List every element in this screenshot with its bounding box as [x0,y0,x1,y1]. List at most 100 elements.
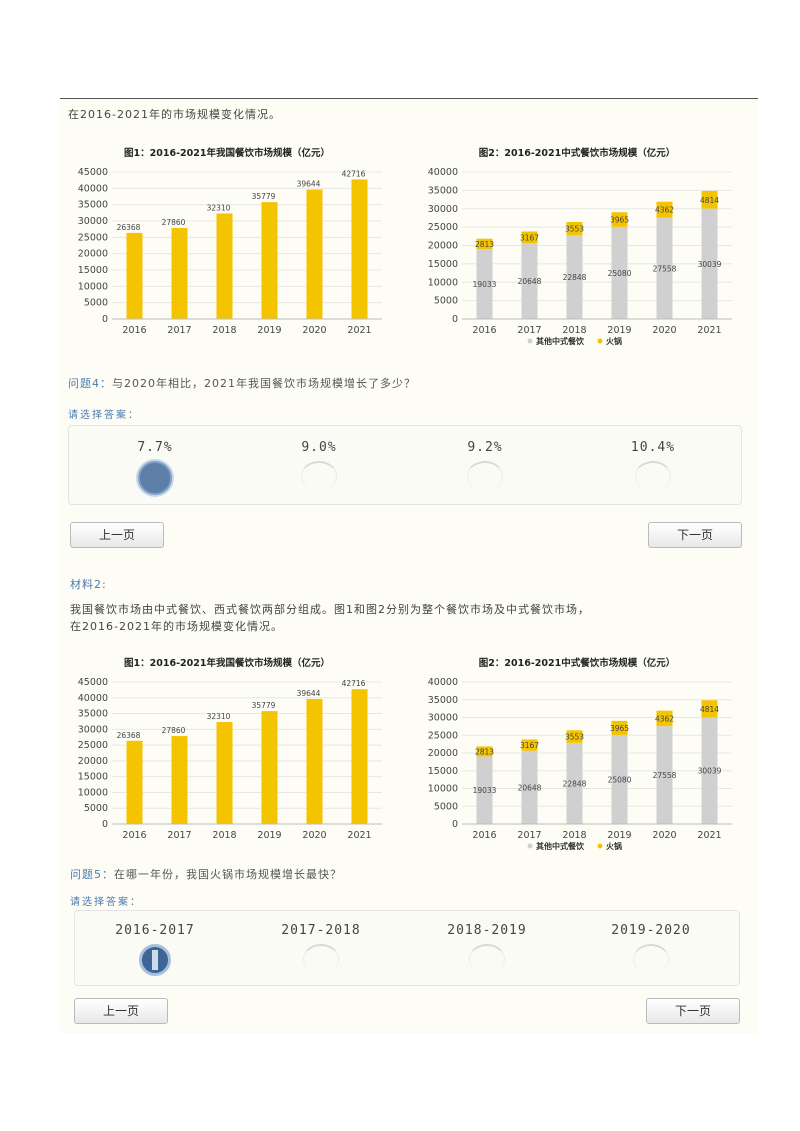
bar-hotpot [611,720,628,735]
x-tick-label: 2021 [347,325,371,336]
y-tick-label: 20000 [78,249,108,260]
bar-hotpot [521,739,538,751]
question-4: 问题4：与2020年相比，2021年我国餐饮市场规模增长了多少？ [68,375,416,391]
next-page-button[interactable]: 下一页 [648,522,742,548]
x-tick-label: 2018 [562,830,586,841]
x-tick-label: 2019 [257,830,281,841]
data-label: 25080 [608,775,632,784]
data-label: 42716 [342,679,366,688]
legend-swatch [597,338,603,344]
chart-1-top: 图1：2016-2021年我国餐饮市场规模（亿元） 0 5000 10000 15000… [62,140,392,349]
y-tick-label: 30000 [78,724,108,735]
data-label: 3965 [610,216,629,225]
data-label: 26368 [117,223,141,232]
data-label: 27558 [653,264,677,273]
data-label: 27860 [162,218,186,227]
bar [171,736,188,824]
radio-unselected[interactable] [635,461,671,491]
material-label-text: 材料2: [70,578,107,591]
radio-unselected[interactable] [469,944,505,974]
x-tick-label: 2019 [607,830,631,841]
radio-selected[interactable] [138,461,172,495]
question-text: 在哪一年份，我国火锅市场规模增长最快？ [114,868,342,881]
y-tick-label: 0 [452,314,458,325]
y-tick-label: 25000 [78,232,108,243]
legend-label: 其他中式餐饮 [536,336,585,345]
answer-options: 7.7% 9.0% 9.2% 10.4% [68,425,742,505]
bar-other [566,235,583,319]
option-4[interactable]: 10.4% [593,440,713,491]
option-label: 2018-2019 [447,923,527,938]
bar [216,722,233,824]
data-label: 3553 [565,733,584,742]
y-tick-label: 0 [102,819,108,830]
data-label: 4362 [655,206,674,215]
option-1[interactable]: 2016-2017 [95,923,215,976]
bar-hotpot [701,700,718,718]
data-label: 22848 [563,273,587,282]
option-2[interactable]: 9.0% [259,440,379,491]
x-tick-label: 2019 [607,325,631,336]
x-tick-label: 2018 [212,830,236,841]
data-label: 39644 [297,689,321,698]
option-label: 7.7% [137,440,173,455]
x-tick-label: 2021 [347,830,371,841]
option-3[interactable]: 9.2% [425,440,545,491]
y-tick-label: 25000 [78,740,108,751]
data-label: 3167 [520,233,539,242]
question-label: 问题4： [68,377,112,390]
choose-answer-label: 请选择答案： [68,410,140,421]
data-label: 39644 [297,179,321,188]
bar-other [611,734,628,824]
prev-page-button[interactable]: 上一页 [70,522,164,548]
option-3[interactable]: 2018-2019 [427,923,547,974]
data-label: 25080 [608,269,632,278]
radio-unselected[interactable] [467,461,503,491]
option-label: 2019-2020 [611,923,691,938]
data-label: 22848 [563,779,587,788]
y-tick-label: 30000 [428,204,458,215]
bar [261,202,278,319]
data-label: 4814 [700,705,719,714]
bar-hotpot [611,212,628,227]
y-tick-label: 5000 [84,298,108,309]
radio-selected[interactable] [139,944,171,976]
radio-unselected[interactable] [301,461,337,491]
data-label: 2813 [475,747,494,756]
bar-hotpot [656,201,673,218]
y-tick-label: 15000 [428,259,458,270]
data-label: 35779 [252,701,276,710]
option-2[interactable]: 2017-2018 [261,923,381,974]
option-4[interactable]: 2019-2020 [591,923,711,974]
y-tick-label: 10000 [428,784,458,795]
intro-text-line-1: 我国餐饮市场由中式餐饮、西式餐饮两部分组成。图1和图2分别为整个餐饮市场及中式餐… [70,603,590,616]
radio-unselected[interactable] [633,944,669,974]
option-label: 9.0% [301,440,337,455]
data-label: 26368 [117,731,141,740]
chart-title: 图2：2016-2021中式餐饮市场规模（亿元） [479,657,675,669]
data-label: 4362 [655,714,674,723]
y-tick-label: 40000 [78,183,108,194]
y-tick-label: 10000 [78,787,108,798]
y-tick-label: 35000 [428,695,458,706]
legend-swatch [527,843,533,849]
data-label: 19033 [473,786,497,795]
y-tick-label: 20000 [78,756,108,767]
y-tick-label: 10000 [428,277,458,288]
bar-other [521,243,538,319]
choose-answer-label: 请选择答案： [70,897,142,908]
bar-hotpot [476,238,493,250]
option-1[interactable]: 7.7% [95,440,215,495]
legend-label: 火锅 [606,336,622,345]
bar [261,711,278,824]
data-label: 19033 [473,280,497,289]
y-tick-label: 0 [102,314,108,325]
radio-unselected[interactable] [303,944,339,974]
x-tick-label: 2020 [652,830,676,841]
bar [306,189,323,319]
x-tick-label: 2017 [167,325,191,336]
legend-label: 其他中式餐饮 [536,841,585,850]
next-page-button[interactable]: 下一页 [646,998,740,1024]
prev-page-button[interactable]: 上一页 [74,998,168,1024]
x-tick-label: 2016 [122,325,146,336]
